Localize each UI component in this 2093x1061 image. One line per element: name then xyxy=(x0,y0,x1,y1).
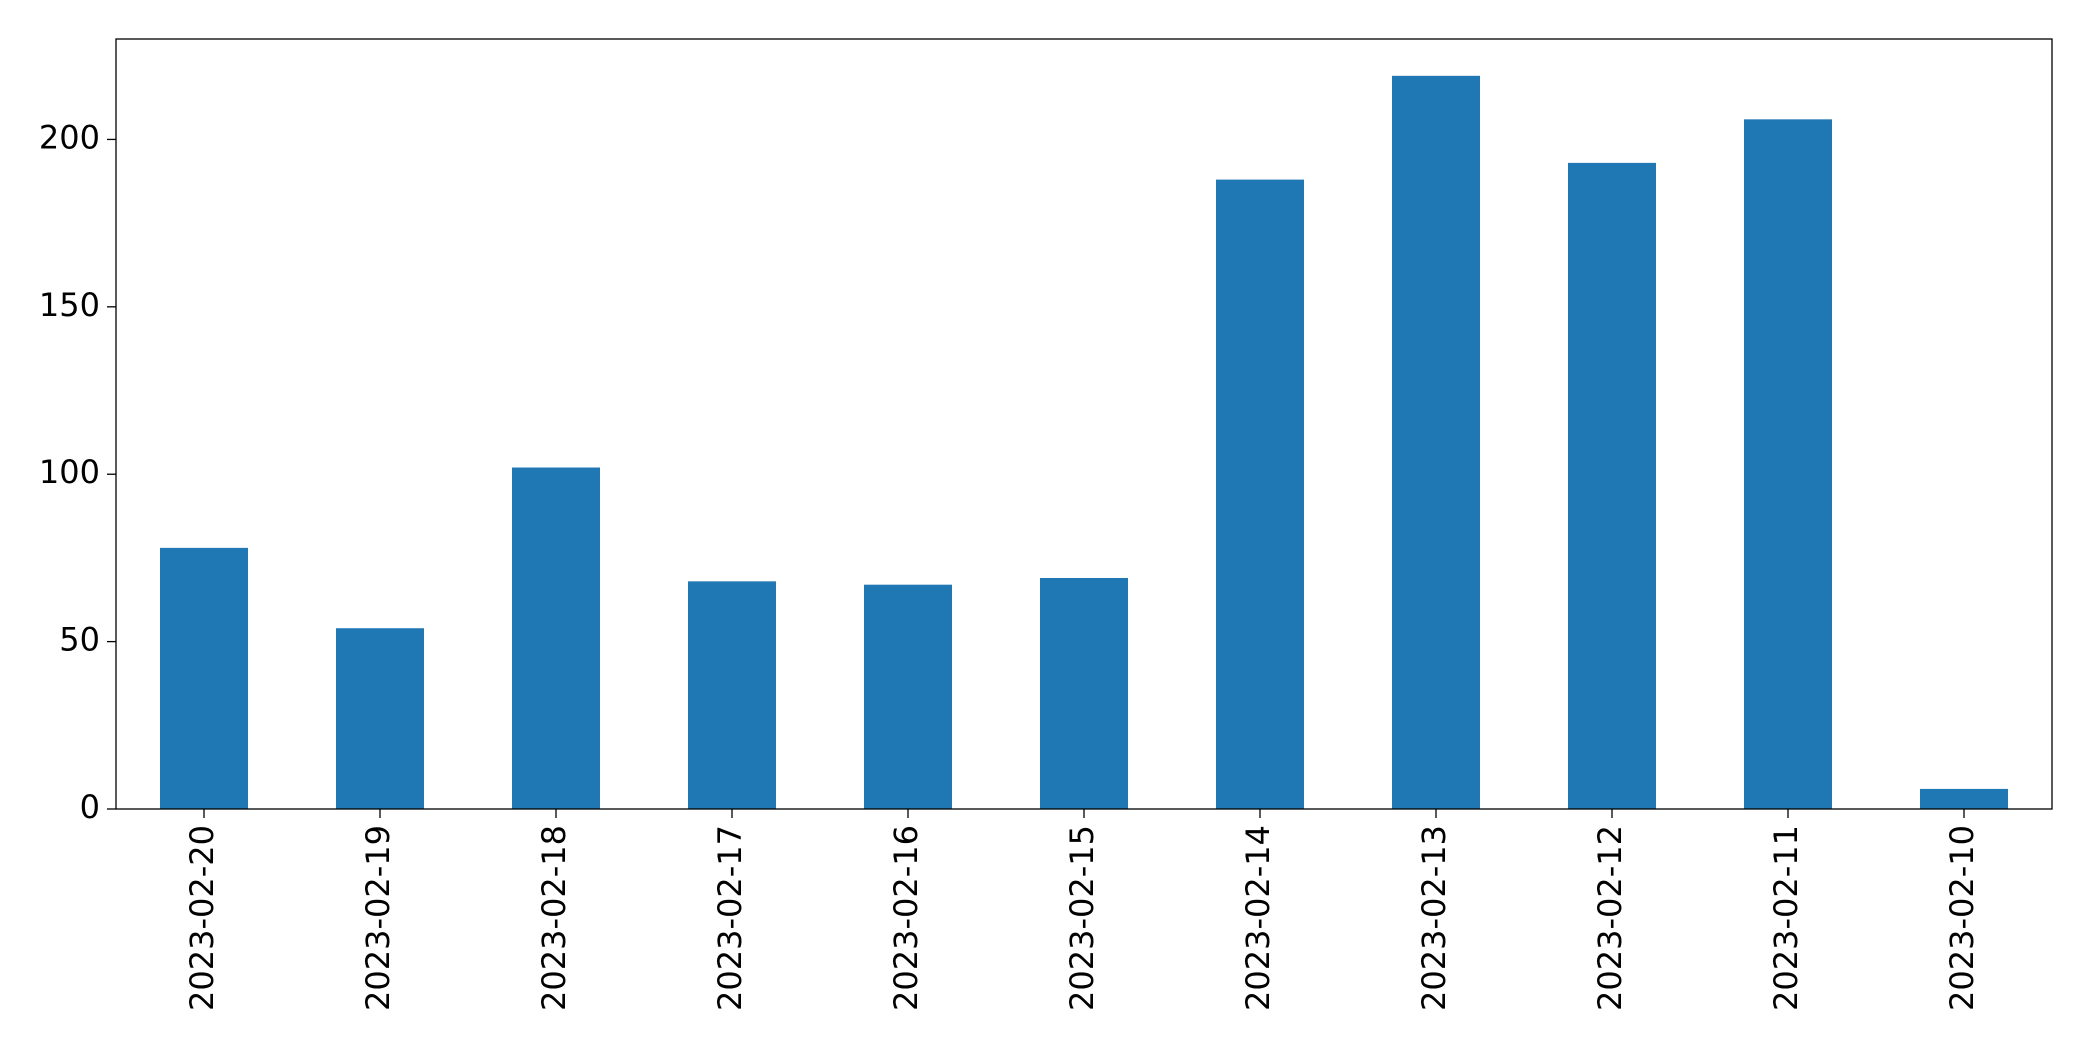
y-tick-label: 0 xyxy=(80,788,100,826)
x-tick-label: 2023-02-13 xyxy=(1415,825,1453,1011)
bar xyxy=(1744,119,1832,809)
bar xyxy=(1920,788,2008,809)
x-tick-label: 2023-02-19 xyxy=(359,825,397,1011)
bar xyxy=(1040,578,1128,809)
x-tick-label: 2023-02-12 xyxy=(1591,825,1629,1011)
y-tick-label: 100 xyxy=(39,453,100,491)
bar xyxy=(864,584,952,809)
y-tick-label: 150 xyxy=(39,286,100,324)
y-tick-label: 200 xyxy=(39,118,100,156)
bar xyxy=(688,581,776,809)
bar xyxy=(1568,162,1656,809)
bar xyxy=(512,467,600,809)
bar xyxy=(160,547,248,809)
x-tick-label: 2023-02-17 xyxy=(711,825,749,1011)
x-tick-label: 2023-02-15 xyxy=(1063,825,1101,1011)
bar xyxy=(1392,75,1480,809)
bar xyxy=(336,628,424,809)
x-tick-label: 2023-02-10 xyxy=(1943,825,1981,1011)
x-tick-label: 2023-02-20 xyxy=(183,825,221,1011)
x-tick-label: 2023-02-14 xyxy=(1239,825,1277,1011)
x-tick-label: 2023-02-18 xyxy=(535,825,573,1011)
x-tick-label: 2023-02-11 xyxy=(1767,825,1805,1011)
x-tick-label: 2023-02-16 xyxy=(887,825,925,1011)
bar xyxy=(1216,179,1304,809)
plot-frame xyxy=(115,38,2053,810)
y-tick-label: 50 xyxy=(59,621,100,659)
